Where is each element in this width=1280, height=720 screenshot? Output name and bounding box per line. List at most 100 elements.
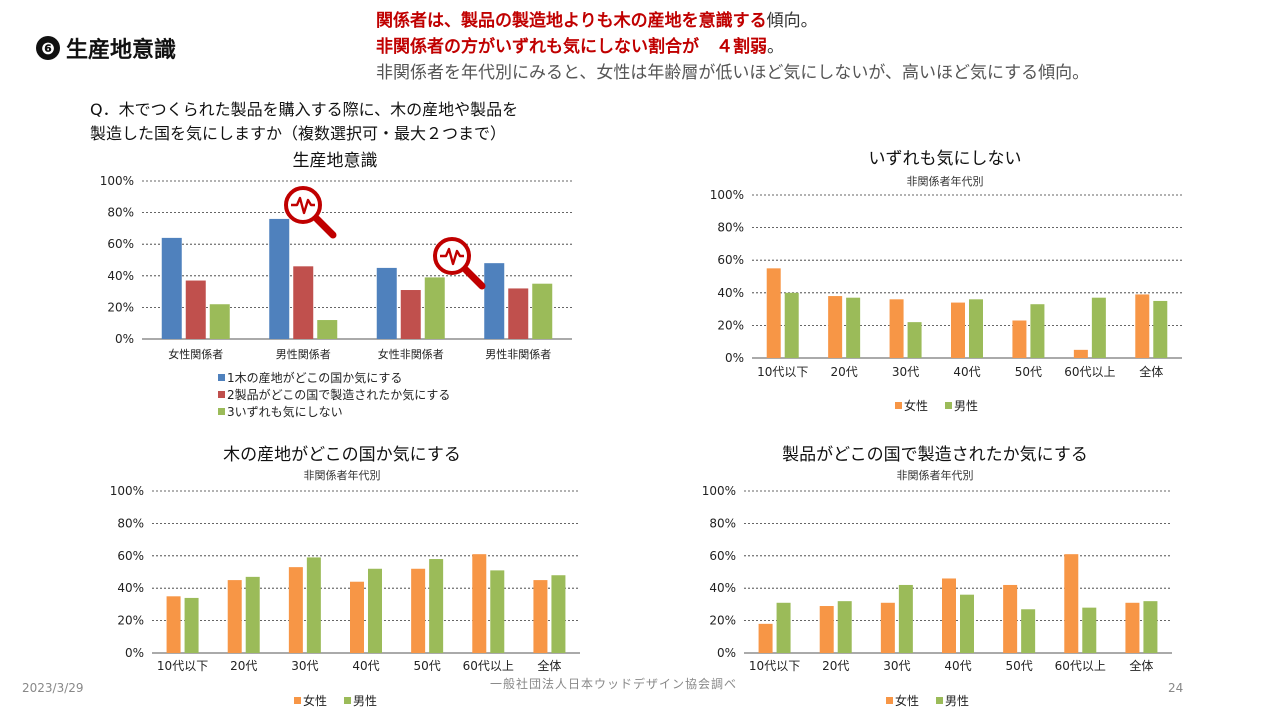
headline-line-1-tail: 傾向。 xyxy=(766,11,818,31)
bar xyxy=(306,557,321,653)
bar xyxy=(880,602,895,653)
magnifier-pulse xyxy=(440,247,464,266)
y-tick-label: 80% xyxy=(709,516,736,530)
bar xyxy=(508,288,529,339)
x-tick-label: 女性非関係者 xyxy=(378,347,444,361)
legend-swatch xyxy=(294,697,301,704)
bar xyxy=(1153,300,1168,358)
legend-label: 男性 xyxy=(353,694,377,708)
legend-label: 女性 xyxy=(904,398,928,413)
bar xyxy=(209,304,230,339)
bar xyxy=(969,299,983,358)
bar xyxy=(424,277,445,339)
y-tick-label: 20% xyxy=(709,614,736,628)
x-tick-label: 20代 xyxy=(230,659,257,673)
x-tick-label: 全体 xyxy=(1129,658,1153,673)
headline-line-1-emphasis: 関係者は、製品の製造地よりも木の産地を意識する xyxy=(376,11,767,31)
chart-title: 生産地意識 xyxy=(293,151,378,171)
legend-label: 2製品がどこの国で製造されたか気にする xyxy=(227,387,450,402)
y-tick-label: 0% xyxy=(125,646,144,660)
x-tick-label: 50代 xyxy=(414,659,441,673)
chart-title: 木の産地がどこの国か気にする xyxy=(223,445,461,465)
bar xyxy=(1125,602,1140,653)
magnifier-pulse-icon xyxy=(433,237,486,290)
bar xyxy=(1091,297,1106,358)
y-tick-label: 40% xyxy=(709,581,736,595)
chart-subtitle: 非関係者年代別 xyxy=(897,468,974,482)
bar xyxy=(1021,609,1036,653)
magnifier-pulse xyxy=(291,196,315,215)
x-tick-label: 40代 xyxy=(944,659,971,673)
y-tick-label: 40% xyxy=(717,286,744,300)
legend-label: 女性 xyxy=(895,693,919,708)
bar xyxy=(166,596,181,653)
legend-label: 女性 xyxy=(303,693,327,708)
bar xyxy=(400,290,421,339)
x-tick-label: 10代以下 xyxy=(157,659,208,673)
bar xyxy=(472,554,487,653)
bar xyxy=(828,296,843,358)
x-tick-label: 20代 xyxy=(831,365,858,379)
bar xyxy=(185,280,206,339)
legend-swatch xyxy=(344,697,351,704)
bar xyxy=(350,581,364,653)
y-tick-label: 100% xyxy=(702,484,736,498)
headline-line-2: 非関係者の方がいずれも気にしない割合が ４割弱。 xyxy=(376,34,1089,60)
bar xyxy=(784,292,799,358)
question-line-2: 製造した国を気にしますか（複数選択可・最大２つまで） xyxy=(90,124,507,143)
x-tick-label: 40代 xyxy=(352,659,379,673)
bar xyxy=(766,268,781,358)
bar xyxy=(269,218,290,339)
title-number-badge: ❻ xyxy=(36,36,60,60)
legend-swatch xyxy=(886,697,893,704)
y-tick-label: 0% xyxy=(725,351,744,365)
x-tick-label: 30代 xyxy=(291,659,318,673)
y-tick-label: 100% xyxy=(100,174,134,188)
x-tick-label: 男性非関係者 xyxy=(485,347,551,361)
x-tick-label: 女性関係者 xyxy=(168,347,223,361)
bar xyxy=(161,237,182,339)
y-tick-label: 0% xyxy=(717,646,736,660)
headline-line-2-emphasis: 非関係者の方がいずれも気にしない割合が ４割弱 xyxy=(376,37,767,57)
x-tick-label: 全体 xyxy=(537,658,561,673)
footer-date: 2023/3/29 xyxy=(22,681,84,695)
bar xyxy=(1003,584,1018,653)
bar xyxy=(942,578,956,653)
y-tick-label: 60% xyxy=(117,549,144,563)
headline-line-3: 非関係者を年代別にみると、女性は年齢層が低いほど気にしないが、高いほど気にする傾… xyxy=(376,63,1090,83)
headline-line-2-tail: 。 xyxy=(767,37,784,57)
x-tick-label: 30代 xyxy=(883,659,910,673)
x-tick-label: 全体 xyxy=(1139,364,1163,379)
legend-swatch xyxy=(936,697,943,704)
x-tick-label: 男性関係者 xyxy=(276,347,331,361)
legend-swatch xyxy=(218,408,225,415)
x-tick-label: 10代以下 xyxy=(757,365,808,379)
legend-swatch xyxy=(218,391,225,398)
y-tick-label: 100% xyxy=(710,188,744,202)
bar xyxy=(376,267,397,339)
y-tick-label: 40% xyxy=(117,581,144,595)
bar xyxy=(1064,554,1079,653)
bar xyxy=(551,575,566,653)
x-tick-label: 10代以下 xyxy=(749,659,800,673)
x-tick-label: 50代 xyxy=(1006,659,1033,673)
bar xyxy=(776,602,791,653)
y-tick-label: 80% xyxy=(717,221,744,235)
y-tick-label: 20% xyxy=(717,318,744,332)
x-tick-label: 60代以上 xyxy=(463,659,514,673)
y-tick-label: 20% xyxy=(107,300,134,314)
footer-organization: 一般社団法人日本ウッドデザイン協会調べ xyxy=(490,677,738,691)
chart-subtitle: 非関係者年代別 xyxy=(304,468,381,482)
bar xyxy=(758,623,773,653)
bar xyxy=(1143,601,1158,653)
bar xyxy=(1073,349,1088,358)
bar xyxy=(907,322,922,358)
magnifier-handle xyxy=(462,266,486,290)
headline-line-1: 関係者は、製品の製造地よりも木の産地を意識する傾向。 xyxy=(376,8,1089,34)
bar xyxy=(898,584,913,653)
x-tick-label: 50代 xyxy=(1015,365,1042,379)
bar xyxy=(288,567,303,653)
